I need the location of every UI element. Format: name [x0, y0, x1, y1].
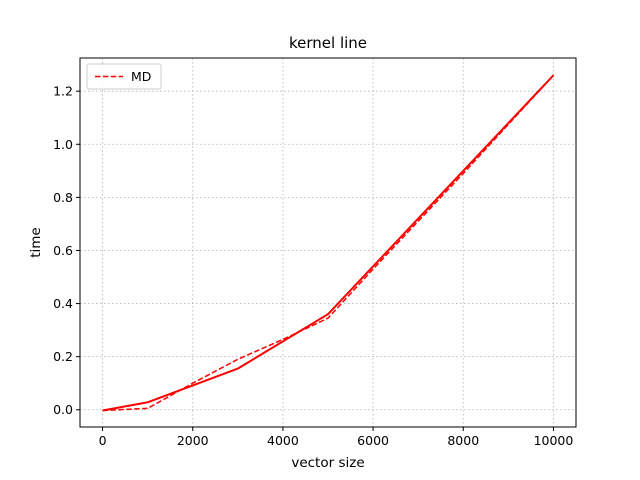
chart-title: kernel line [289, 34, 367, 52]
y-tick-label: 0.2 [53, 349, 73, 364]
series-line-solid [102, 74, 555, 412]
x-tick-label: 10000 [534, 433, 574, 448]
y-tick-label: 0.0 [53, 402, 73, 417]
legend: MD [86, 63, 162, 90]
legend-label: MD [131, 69, 151, 84]
x-tick-label: 2000 [177, 433, 209, 448]
ticks: 0 2000 4000 6000 8000 10000 0.0 0.2 0.4 0.6 0.8 1.0… [53, 84, 573, 448]
y-axis-label: time [28, 227, 44, 258]
y-tick-label: 0.6 [53, 243, 73, 258]
y-tick-label: 1.0 [53, 137, 73, 152]
x-tick-label: 8000 [447, 433, 479, 448]
plot-frame [79, 57, 577, 428]
grid [80, 58, 576, 427]
x-tick-label: 0 [99, 433, 107, 448]
y-tick-label: 1.2 [53, 84, 73, 99]
legend-box [86, 63, 162, 90]
series-layer [102, 74, 555, 412]
x-axis-label: vector size [291, 455, 364, 471]
x-tick-label: 4000 [267, 433, 299, 448]
y-tick-label: 0.8 [53, 190, 73, 205]
x-tick-label: 6000 [357, 433, 389, 448]
y-tick-label: 0.4 [53, 296, 73, 311]
